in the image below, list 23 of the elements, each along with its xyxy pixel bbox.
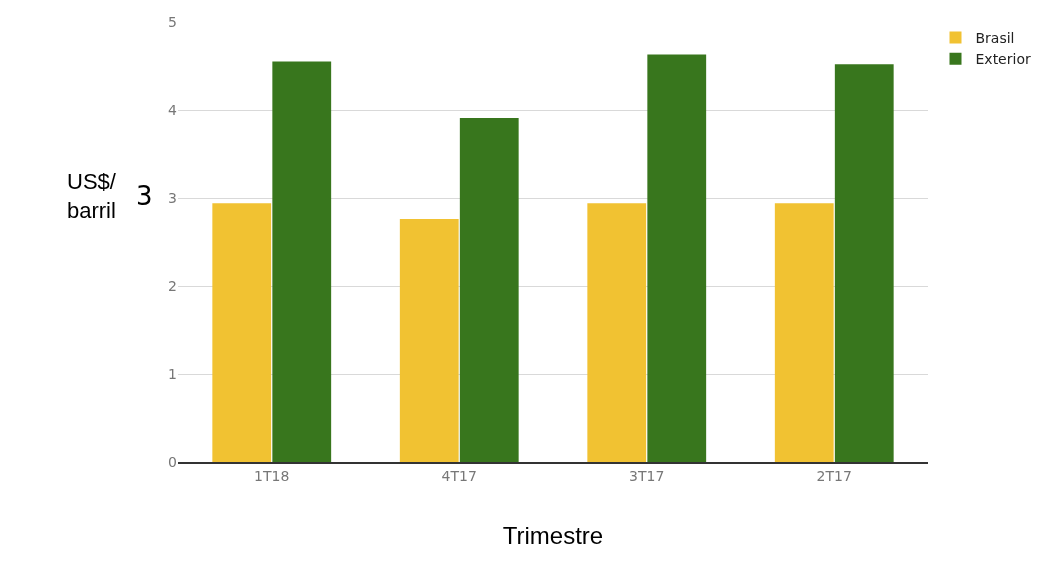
bar: [459, 117, 519, 462]
y-tick-label: 1: [168, 365, 177, 382]
legend-label: Exterior: [975, 51, 1031, 68]
bar: [272, 61, 332, 462]
bar: [212, 203, 272, 462]
y-tick-label: 3: [168, 189, 177, 206]
bar: [399, 219, 459, 462]
y-axis-title: US$/ barril: [67, 169, 117, 223]
bar: [587, 203, 647, 462]
x-tick-label: 3T17: [629, 467, 665, 484]
y-tick-label: 0: [168, 453, 177, 470]
bar: [774, 203, 834, 462]
legend-label: Brasil: [975, 30, 1015, 47]
bar: [834, 64, 894, 462]
x-axis-title: Trimestre: [502, 522, 604, 550]
text: 3: [136, 181, 153, 211]
y-tick-label: 2: [168, 277, 177, 294]
x-tick-label: 2T17: [816, 467, 852, 484]
bar: [647, 54, 707, 462]
x-tick-label: 4T17: [441, 467, 477, 484]
y-tick-label: 4: [168, 101, 178, 118]
y-tick-label: 5: [168, 13, 177, 30]
x-tick-label: 1T18: [254, 467, 290, 484]
